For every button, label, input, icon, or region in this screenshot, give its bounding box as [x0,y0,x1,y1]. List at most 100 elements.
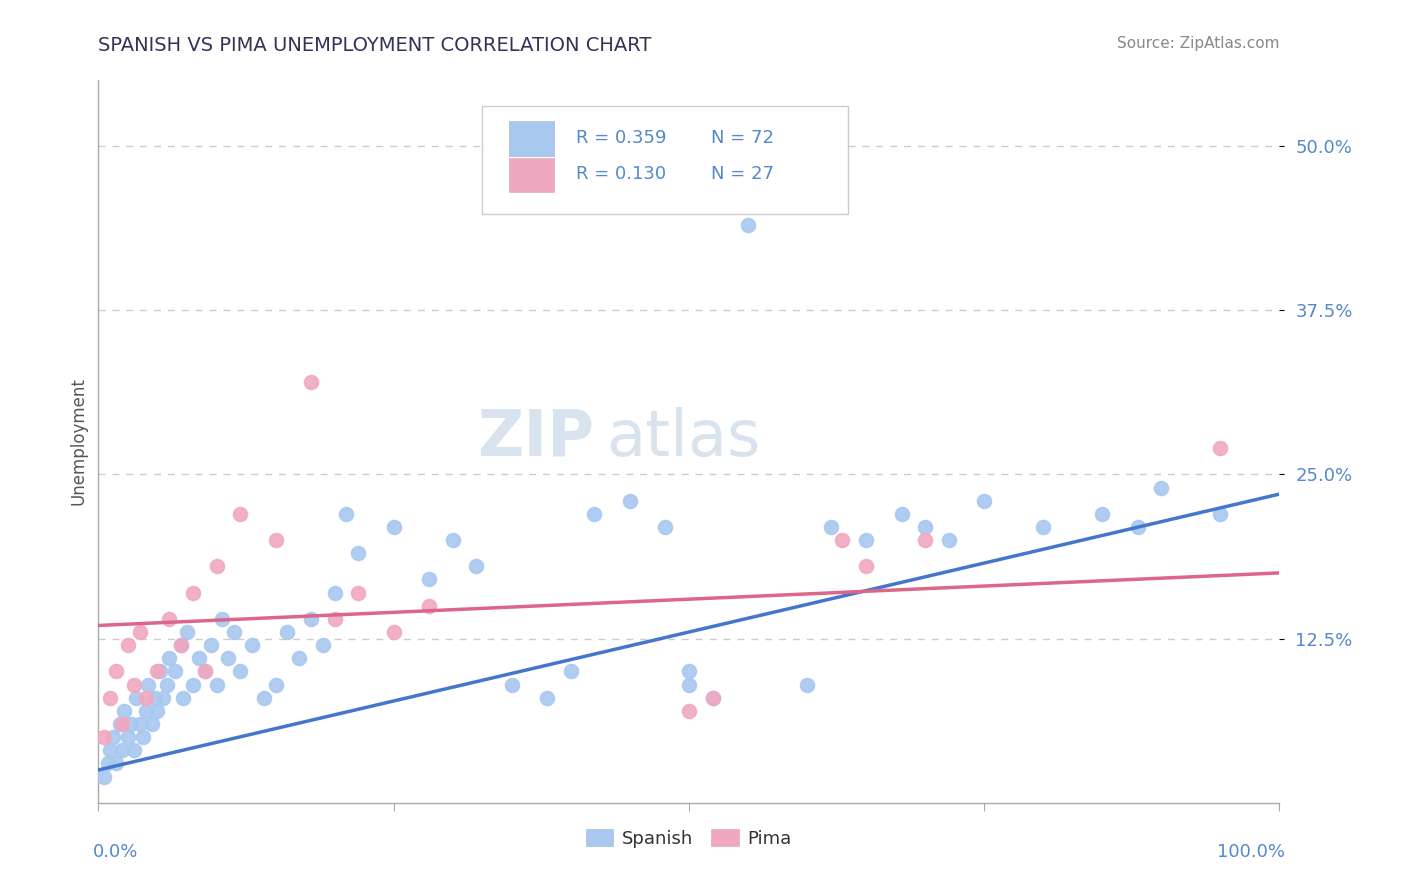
Point [165,665,187,679]
Point [583,507,606,521]
Point [264,533,287,547]
Point [97,756,120,771]
Point [501,677,523,691]
Point [224,625,246,640]
Point [702,690,724,705]
Point [914,533,936,547]
Y-axis label: Unemployment: Unemployment [69,377,87,506]
Point [678,677,700,691]
Point [276,625,298,640]
Point [229,665,252,679]
Point [152,690,174,705]
Point [678,704,700,718]
Point [194,665,217,679]
Point [157,612,180,626]
Text: N = 27: N = 27 [711,165,775,183]
Point [465,559,488,574]
Text: atlas: atlas [606,407,761,469]
Point [105,756,128,771]
Point [194,665,217,679]
Point [98,743,121,757]
Point [170,638,193,652]
Text: Source: ZipAtlas.com: Source: ZipAtlas.com [1116,36,1279,51]
Point [149,665,172,679]
Point [264,677,287,691]
Point [205,559,228,574]
Point [181,585,204,599]
Point [737,218,759,232]
Point [93,730,115,744]
Point [654,520,676,534]
Point [135,704,157,718]
Point [108,717,131,731]
Point [121,717,143,731]
Text: R = 0.359: R = 0.359 [575,129,666,147]
Text: 0.0%: 0.0% [93,843,138,861]
Point [938,533,960,547]
Point [135,690,157,705]
Point [181,677,204,691]
Point [128,625,150,640]
Point [855,559,877,574]
Point [211,612,233,626]
Point [323,612,346,626]
Point [1209,507,1232,521]
Text: ZIP: ZIP [478,407,595,469]
Point [347,585,370,599]
FancyBboxPatch shape [509,121,554,156]
Point [323,585,346,599]
Point [117,730,139,744]
Point [288,651,311,665]
Point [253,690,276,705]
Point [176,625,198,640]
Point [128,717,150,731]
Point [146,665,169,679]
Point [1091,507,1114,521]
Point [125,690,148,705]
Point [678,665,700,679]
Point [93,770,115,784]
Point [187,651,209,665]
Point [136,677,159,691]
Point [132,730,155,744]
Point [1032,520,1054,534]
FancyBboxPatch shape [509,158,554,193]
Point [831,533,853,547]
Point [820,520,842,534]
Point [98,690,121,705]
Point [536,690,558,705]
Point [122,743,145,757]
Point [619,493,641,508]
Point [112,704,135,718]
Text: 100.0%: 100.0% [1218,843,1285,861]
Point [973,493,995,508]
Point [1209,441,1232,455]
Point [441,533,464,547]
Point [560,665,582,679]
Point [855,533,877,547]
FancyBboxPatch shape [482,105,848,214]
Point [312,638,335,652]
Point [382,520,405,534]
Point [890,507,912,521]
Text: N = 72: N = 72 [711,129,775,147]
Point [170,638,193,652]
Point [172,690,194,705]
Point [914,520,936,534]
Text: R = 0.130: R = 0.130 [575,165,665,183]
Legend: Spanish, Pima: Spanish, Pima [579,822,799,855]
Point [217,651,239,665]
Point [122,677,145,691]
Point [299,376,322,390]
Point [141,717,163,731]
Point [229,507,252,521]
Point [146,704,169,718]
Point [335,507,357,521]
Point [205,677,228,691]
Point [299,612,322,626]
Point [101,730,124,744]
Point [418,599,440,613]
Point [111,743,134,757]
Point [156,677,179,691]
Point [382,625,405,640]
